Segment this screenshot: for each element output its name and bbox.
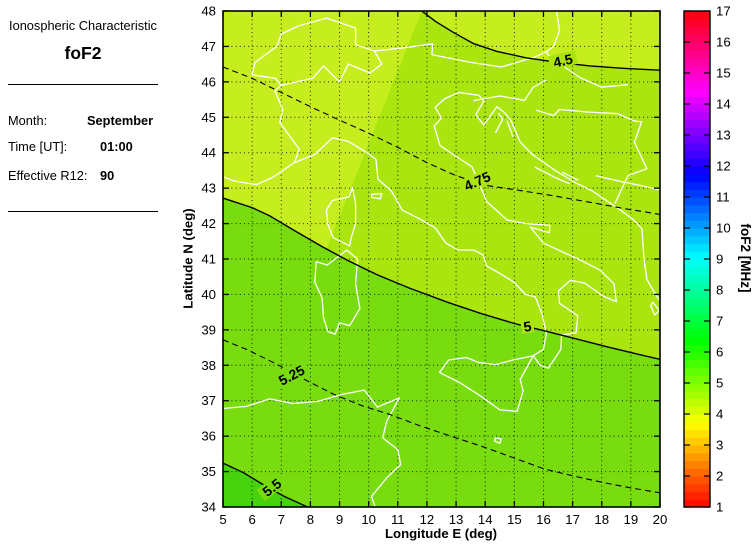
colorbar-tick-label: 14: [716, 97, 731, 112]
kvarner-island-1: [494, 112, 504, 134]
contour-4.5: [421, 11, 660, 71]
svg-text:41: 41: [201, 252, 216, 267]
svg-text:8: 8: [307, 512, 314, 527]
svg-text:13: 13: [449, 512, 464, 527]
colorbar-tick-label: 6: [716, 345, 723, 360]
svg-text:39: 39: [201, 322, 216, 337]
svg-text:35: 35: [201, 464, 216, 479]
colorbar-title: foF2 [MHz]: [738, 224, 753, 293]
colorbar-tick-label: 13: [716, 128, 731, 143]
sicily: [438, 355, 534, 412]
svg-text:34: 34: [201, 500, 216, 515]
tick-labels: 5 6 7 8 9 10 11 12 13 14 15 16 17 18 19 20 34 35 36 37 38 39 4…: [201, 4, 667, 528]
svg-text:15: 15: [507, 512, 522, 527]
france-italy-coast: [223, 91, 617, 369]
contour-label-4.5: 4.5: [547, 50, 579, 71]
slovenia-croatia-border: [473, 79, 547, 102]
svg-text:40: 40: [201, 287, 216, 302]
colorbar-tick-label: 4: [716, 407, 723, 422]
colorbar-tick-label: 2: [716, 469, 723, 484]
kvarner-island-2: [506, 120, 514, 138]
divider-top: [8, 84, 158, 85]
svg-text:19: 19: [624, 512, 639, 527]
svg-text:7: 7: [278, 512, 285, 527]
sardinia: [314, 249, 361, 335]
dalmatian-island-1: [534, 166, 570, 185]
time-row: Time [UT]: 01:00: [0, 139, 210, 155]
colorbar-tick-label: 7: [716, 314, 723, 329]
contour-4.75: [223, 66, 660, 215]
svg-text:12: 12: [420, 512, 435, 527]
elba: [370, 192, 383, 200]
svg-text:16: 16: [536, 512, 551, 527]
istria-balkan-coast: [475, 94, 660, 302]
contour-5: [223, 197, 660, 360]
svg-text:47: 47: [201, 39, 216, 54]
x-axis-title: Longitude E (deg): [384, 526, 498, 541]
switzerland-border: [251, 17, 383, 87]
month-row: Month: September: [0, 113, 210, 129]
grid: [223, 11, 660, 507]
svg-text:46: 46: [201, 74, 216, 89]
croatia-bosnia-border: [536, 108, 648, 204]
svg-text:36: 36: [201, 429, 216, 444]
colorbar-tick-label: 17: [716, 4, 731, 19]
svg-text:37: 37: [201, 393, 216, 408]
r12-label: Effective R12:: [8, 168, 88, 183]
contour-label-5: 5: [520, 318, 535, 335]
svg-text:43: 43: [201, 181, 216, 196]
svg-text:48: 48: [201, 4, 216, 19]
panel-title: Ionospheric Characteristic: [9, 18, 157, 33]
svg-text:10: 10: [361, 512, 376, 527]
coastlines-borders: [223, 11, 660, 507]
colorbar-tick-label: 9: [716, 252, 723, 267]
colorbar-tick-label: 5: [716, 376, 723, 391]
colorbar-tick-label: 10: [716, 221, 731, 236]
svg-text:38: 38: [201, 358, 216, 373]
svg-text:5: 5: [522, 318, 532, 335]
svg-text:44: 44: [201, 145, 216, 160]
colorbar-tick-label: 3: [716, 438, 723, 453]
svg-text:14: 14: [478, 512, 493, 527]
bosnia-montenegro-border: [595, 175, 660, 191]
colorbar-tick-label: 11: [716, 190, 730, 205]
malta: [493, 437, 502, 444]
svg-text:6: 6: [248, 512, 255, 527]
svg-text:11: 11: [391, 512, 405, 527]
colorbar-tick-label: 12: [716, 159, 731, 174]
corsica: [325, 186, 357, 247]
time-value: 01:00: [100, 139, 133, 154]
month-label: Month:: [8, 113, 48, 128]
svg-text:17: 17: [565, 512, 580, 527]
characteristic-name: foF2: [64, 43, 102, 63]
svg-text:18: 18: [594, 512, 609, 527]
divider-bottom: [8, 211, 158, 212]
svg-text:9: 9: [336, 512, 343, 527]
colorbar-tick-label: 1: [716, 500, 723, 515]
colorbar-tick-label: 15: [716, 66, 731, 81]
y-axis-title: Latitude N (deg): [180, 208, 196, 309]
colorbar-tick-label: 16: [716, 35, 731, 50]
colorbar-tick-label: 8: [716, 283, 723, 298]
r12-row: Effective R12: 90: [0, 168, 210, 184]
time-label: Time [UT]:: [8, 139, 68, 154]
france-italy-border: [274, 84, 300, 163]
corfu: [650, 301, 660, 316]
austria-south-border: [374, 43, 629, 88]
svg-text:20: 20: [653, 512, 668, 527]
r12-value: 90: [100, 168, 115, 183]
svg-text:45: 45: [201, 110, 216, 125]
north-africa-coast: [223, 389, 402, 507]
dalmatian-island-2: [562, 171, 579, 181]
svg-text:4.5: 4.5: [552, 51, 575, 71]
month-value: September: [87, 113, 154, 128]
plot-border: [222, 10, 661, 508]
svg-text:5: 5: [219, 512, 226, 527]
austria-hungary-border: [546, 11, 561, 53]
svg-text:42: 42: [201, 216, 216, 231]
